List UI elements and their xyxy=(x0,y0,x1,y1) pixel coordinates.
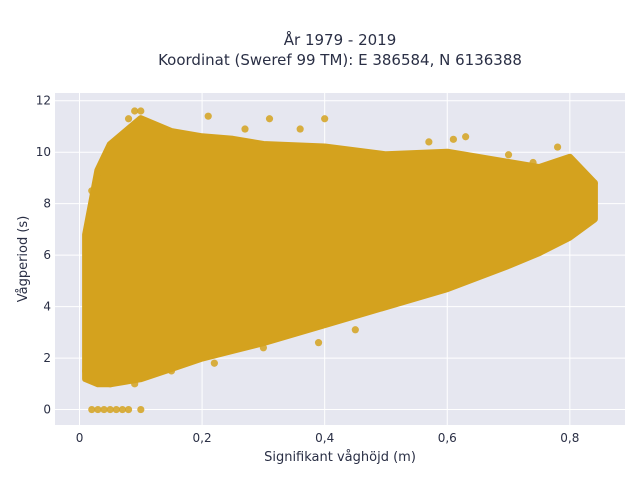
x-tick-label: 0,6 xyxy=(438,431,457,445)
data-point xyxy=(419,161,427,169)
x-tick-label: 0 xyxy=(76,431,84,445)
data-point xyxy=(88,405,96,414)
data-point xyxy=(106,405,114,414)
data-point xyxy=(88,187,96,195)
chart-title-line2: Koordinat (Sweref 99 TM): E 386584, N 61… xyxy=(158,51,522,69)
y-tick-label: 0 xyxy=(43,403,51,417)
chart-title-line1: År 1979 - 2019 xyxy=(284,30,397,49)
data-point xyxy=(82,367,90,375)
data-point xyxy=(204,112,212,120)
data-point xyxy=(590,179,598,187)
data-point xyxy=(351,326,359,334)
x-tick-label: 0,8 xyxy=(560,431,579,445)
data-point xyxy=(94,405,102,414)
data-point xyxy=(210,359,218,367)
y-tick-label: 6 xyxy=(43,248,51,262)
data-point xyxy=(131,380,139,388)
tick-labels: 0 0,2 0,4 0,6 0,8 0 2 4 6 8 10 12 xyxy=(36,94,580,445)
data-point xyxy=(131,107,139,115)
data-point xyxy=(124,115,133,123)
data-point xyxy=(265,115,274,123)
y-tick-label: 4 xyxy=(43,300,51,314)
y-tick-label: 12 xyxy=(36,94,51,108)
data-point xyxy=(137,107,145,115)
data-point xyxy=(167,367,176,375)
x-tick-label: 0,2 xyxy=(193,431,212,445)
data-point xyxy=(112,405,120,414)
y-tick-label: 2 xyxy=(43,351,51,365)
data-point xyxy=(504,151,513,159)
y-tick-label: 8 xyxy=(43,197,51,211)
data-point xyxy=(321,115,329,123)
x-axis-title: Signifikant våghöjd (m) xyxy=(264,450,416,465)
x-tick-label: 0,4 xyxy=(315,431,334,445)
data-point xyxy=(314,339,323,347)
data-point xyxy=(462,133,470,141)
data-point xyxy=(137,405,145,414)
data-point xyxy=(449,135,457,143)
data-point xyxy=(241,125,249,133)
data-point xyxy=(259,344,267,352)
data-point xyxy=(553,143,562,151)
data-point xyxy=(529,158,537,167)
data-point xyxy=(106,380,114,388)
data-point xyxy=(296,125,304,133)
data-point xyxy=(100,405,108,414)
data-points xyxy=(82,107,598,414)
data-point xyxy=(425,138,433,146)
data-point xyxy=(124,405,133,414)
y-tick-label: 10 xyxy=(36,145,51,159)
data-point xyxy=(118,405,127,414)
data-point xyxy=(584,182,592,190)
y-axis-title: Vågperiod (s) xyxy=(16,216,31,303)
data-point xyxy=(357,153,366,161)
